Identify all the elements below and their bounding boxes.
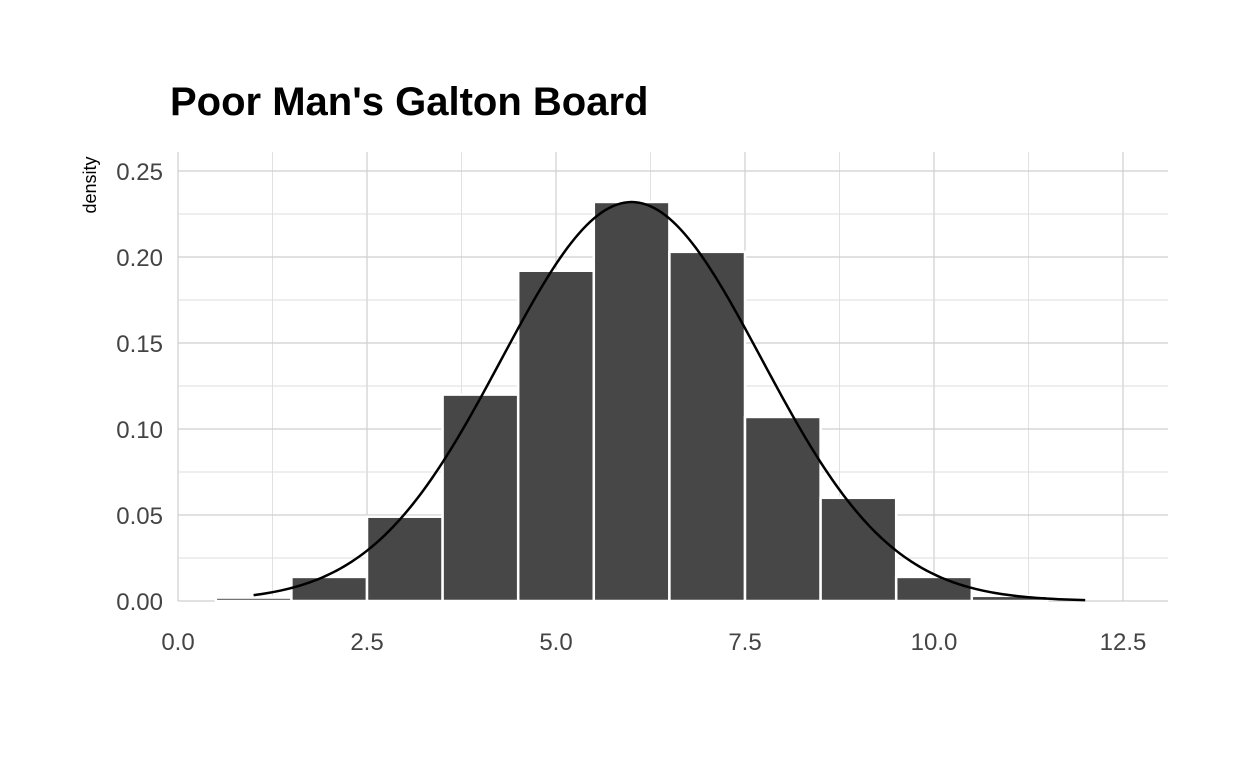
histogram-bar bbox=[290, 575, 369, 603]
histogram-bar bbox=[668, 250, 747, 603]
y-tick-label: 0.15 bbox=[116, 331, 163, 358]
y-tick-label: 0.05 bbox=[116, 503, 163, 530]
bars bbox=[214, 200, 1049, 603]
chart-title: Poor Man's Galton Board bbox=[170, 80, 648, 124]
histogram-bar bbox=[592, 200, 671, 603]
density-curve bbox=[253, 200, 1086, 602]
x-axis: 0.0 2.5 5.0 7.5 10.0 12.5 bbox=[161, 629, 1146, 656]
x-tick-label: 7.5 bbox=[728, 629, 761, 656]
x-tick-label: 12.5 bbox=[1100, 629, 1147, 656]
y-axis: 0.00 0.05 0.10 0.15 0.20 0.25 bbox=[116, 159, 163, 616]
y-tick-label: 0.20 bbox=[116, 245, 163, 272]
y-tick-label: 0.10 bbox=[116, 417, 163, 444]
x-tick-label: 2.5 bbox=[350, 629, 383, 656]
x-tick-label: 10.0 bbox=[911, 629, 958, 656]
y-tick-label: 0.00 bbox=[116, 589, 163, 616]
x-tick-label: 5.0 bbox=[539, 629, 572, 656]
histogram-bar bbox=[441, 393, 520, 603]
x-tick-label: 0.0 bbox=[161, 629, 194, 656]
histogram-bar bbox=[894, 575, 974, 603]
histogram-bar bbox=[365, 515, 444, 603]
histogram-bar bbox=[743, 415, 822, 603]
y-axis-label: density bbox=[80, 156, 100, 213]
histogram-bar bbox=[516, 269, 596, 603]
y-tick-label: 0.25 bbox=[116, 159, 163, 186]
density-curve-group bbox=[253, 200, 1086, 602]
histogram-bar bbox=[214, 596, 293, 603]
